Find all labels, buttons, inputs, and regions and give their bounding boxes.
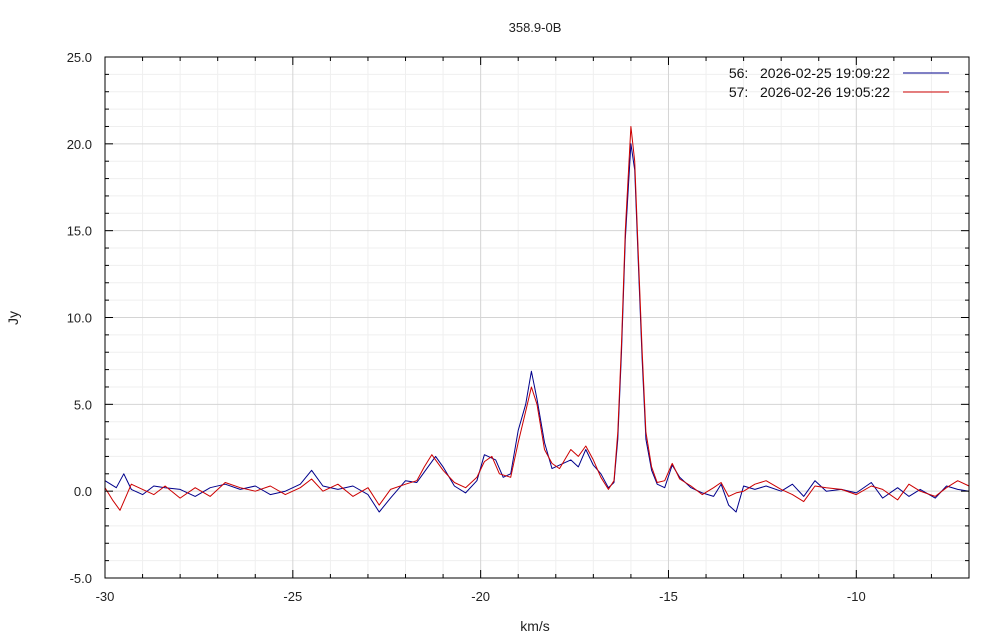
y-tick-label: 15.0 (67, 224, 92, 239)
y-tick-label: 0.0 (74, 484, 92, 499)
x-tick-label: -30 (96, 589, 115, 604)
series-layer (104, 126, 970, 513)
legend-label-1: 56: 2026-02-25 19:09:22 (729, 65, 890, 81)
x-tick-label: -20 (471, 589, 490, 604)
series-line-2 (104, 126, 970, 511)
y-tick-label: -5.0 (70, 571, 92, 586)
x-axis-title: km/s (520, 618, 550, 634)
y-tick-label: 5.0 (74, 397, 92, 412)
y-tick-label: 10.0 (67, 311, 92, 326)
y-axis-title: Jy (5, 311, 21, 325)
y-tick-label: 20.0 (67, 137, 92, 152)
grid (104, 56, 970, 579)
legend-label-2: 57: 2026-02-26 19:05:22 (729, 84, 890, 100)
x-tick-label: -10 (847, 589, 866, 604)
y-tick-label: 25.0 (67, 50, 92, 65)
chart-title: 358.9-0B (509, 20, 562, 35)
legend: 56: 2026-02-25 19:09:22 57: 2026-02-26 19… (729, 65, 949, 100)
series-line-1 (104, 143, 970, 513)
ticks: -30 -25 -20 -15 -10 -5.0 0.0 5.0 10.0 15.0 20.0 25.… (67, 50, 970, 604)
x-tick-label: -15 (659, 589, 678, 604)
x-tick-label: -25 (283, 589, 302, 604)
